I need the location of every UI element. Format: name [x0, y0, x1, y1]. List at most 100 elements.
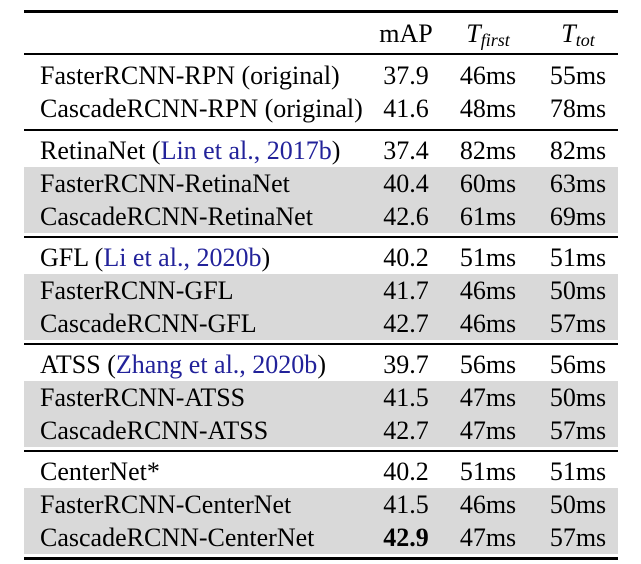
t-tot-value: 50ms [549, 383, 607, 412]
method-label: CascadeRCNN-ATSS [24, 414, 374, 447]
citation-link[interactable]: Lin et al., 2017b [160, 136, 332, 165]
table-row: CascadeRCNN-RPN (original) 41.6 48ms 78m… [24, 92, 618, 125]
table-block-rpn: FasterRCNN-RPN (original) 37.9 46ms 55ms… [24, 55, 618, 129]
header-map: mAP [379, 18, 433, 48]
table-row: FasterRCNN-GFL 41.7 46ms 50ms [24, 274, 618, 307]
method-name: FasterRCNN-CenterNet [40, 490, 292, 519]
t-first-value: 46ms [459, 309, 517, 338]
t-first-value: 48ms [459, 94, 517, 123]
t-first-subscript: first [480, 29, 510, 50]
method-label-suffix: ) [261, 243, 271, 272]
map-value: 42.6 [383, 202, 429, 231]
t-tot-value: 57ms [549, 416, 607, 445]
method-name: FasterRCNN-RPN (original) [40, 61, 340, 90]
map-value: 40.2 [383, 457, 429, 486]
method-label: CascadeRCNN-GFL [24, 307, 374, 340]
t-tot-value: 63ms [549, 169, 607, 198]
t-first-value: 51ms [459, 243, 517, 272]
method-label: CascadeRCNN-CenterNet [24, 521, 374, 554]
block-divider-rule [24, 236, 618, 238]
t-first-value: 51ms [459, 457, 517, 486]
t-first-value: 56ms [459, 350, 517, 379]
method-label: FasterRCNN-RetinaNet [24, 167, 374, 200]
header-t-first: Tfirst [438, 17, 538, 50]
map-value: 41.5 [383, 383, 429, 412]
table-block-retinanet: RetinaNet (Lin et al., 2017b) 37.4 82ms … [24, 131, 618, 236]
t-first-value: 46ms [459, 276, 517, 305]
method-label: FasterRCNN-RPN (original) [24, 59, 374, 92]
method-name: CascadeRCNN-ATSS [40, 416, 269, 445]
table-row: FasterRCNN-RetinaNet 40.4 60ms 63ms [24, 167, 618, 200]
table-row: CascadeRCNN-ATSS 42.7 47ms 57ms [24, 414, 618, 447]
t-tot-value: 57ms [549, 523, 607, 552]
t-first-value: 47ms [459, 523, 517, 552]
t-tot-value: 57ms [549, 309, 607, 338]
results-table: mAP Tfirst Ttot FasterRCNN-RPN (original… [24, 10, 618, 560]
t-tot-symbol: T [561, 18, 576, 48]
method-name: CascadeRCNN-RPN (original) [40, 94, 363, 123]
method-name: FasterRCNN-RetinaNet [40, 169, 290, 198]
t-first-value: 46ms [459, 490, 517, 519]
t-first-value: 47ms [459, 416, 517, 445]
t-first-value: 61ms [459, 202, 517, 231]
table-row: CascadeRCNN-CenterNet 42.9 47ms 57ms [24, 521, 618, 554]
map-value: 42.7 [383, 416, 429, 445]
t-tot-value: 78ms [549, 94, 607, 123]
method-label: CenterNet* [24, 455, 374, 488]
method-label-suffix: ) [331, 136, 341, 165]
header-t-tot: Ttot [538, 17, 618, 50]
method-label-suffix: ) [317, 350, 326, 379]
t-first-value: 60ms [459, 169, 517, 198]
table-row: CenterNet* 40.2 51ms 51ms [24, 455, 618, 488]
t-tot-value: 82ms [549, 136, 607, 165]
method-label: CascadeRCNN-RPN (original) [24, 92, 374, 125]
table-row: RetinaNet (Lin et al., 2017b) 37.4 82ms … [24, 134, 618, 167]
table-row: ATSS (Zhang et al., 2020b) 39.7 56ms 56m… [24, 348, 618, 381]
table-row: FasterRCNN-CenterNet 41.5 46ms 50ms [24, 488, 618, 521]
method-name: FasterRCNN-GFL [40, 276, 234, 305]
header-rule [24, 53, 618, 55]
method-name: FasterRCNN-ATSS [40, 383, 246, 412]
t-first-symbol: T [466, 18, 481, 48]
table-row: GFL (Li et al., 2020b) 40.2 51ms 51ms [24, 241, 618, 274]
t-tot-value: 56ms [549, 350, 607, 379]
map-value: 41.6 [383, 94, 429, 123]
table-row: FasterRCNN-ATSS 41.5 47ms 50ms [24, 381, 618, 414]
table-block-gfl: GFL (Li et al., 2020b) 40.2 51ms 51ms Fa… [24, 238, 618, 343]
map-value: 40.4 [383, 169, 429, 198]
method-name: CascadeRCNN-GFL [40, 309, 257, 338]
method-name: CenterNet* [40, 457, 160, 486]
t-tot-value: 51ms [549, 457, 607, 486]
method-label: GFL (Li et al., 2020b) [24, 241, 374, 274]
block-divider-rule [24, 129, 618, 131]
method-label: FasterRCNN-ATSS [24, 381, 374, 414]
map-value: 42.7 [383, 309, 429, 338]
t-tot-value: 50ms [549, 276, 607, 305]
method-label: FasterRCNN-GFL [24, 274, 374, 307]
map-value: 37.4 [383, 136, 429, 165]
t-tot-value: 55ms [549, 61, 607, 90]
t-first-value: 47ms [459, 383, 517, 412]
method-name: ATSS ( [40, 350, 116, 379]
method-label: FasterRCNN-CenterNet [24, 488, 374, 521]
block-divider-rule [24, 343, 618, 345]
map-value: 37.9 [383, 61, 429, 90]
method-name: CascadeRCNN-CenterNet [40, 523, 315, 552]
t-tot-value: 69ms [549, 202, 607, 231]
citation-link[interactable]: Li et al., 2020b [103, 243, 262, 272]
block-divider-rule [24, 450, 618, 452]
t-first-value: 46ms [459, 61, 517, 90]
map-value: 41.7 [383, 276, 429, 305]
map-value: 39.7 [383, 350, 429, 379]
table-bottom-rule [24, 557, 618, 560]
table-block-atss: ATSS (Zhang et al., 2020b) 39.7 56ms 56m… [24, 345, 618, 450]
map-value: 41.5 [383, 490, 429, 519]
table-block-centernet: CenterNet* 40.2 51ms 51ms FasterRCNN-Cen… [24, 452, 618, 557]
t-tot-subscript: tot [575, 29, 595, 50]
map-value: 42.9 [383, 523, 429, 552]
method-name: CascadeRCNN-RetinaNet [40, 202, 313, 231]
table-top-rule [24, 10, 618, 13]
citation-link[interactable]: Zhang et al., 2020b [115, 350, 318, 379]
map-value: 40.2 [383, 243, 429, 272]
